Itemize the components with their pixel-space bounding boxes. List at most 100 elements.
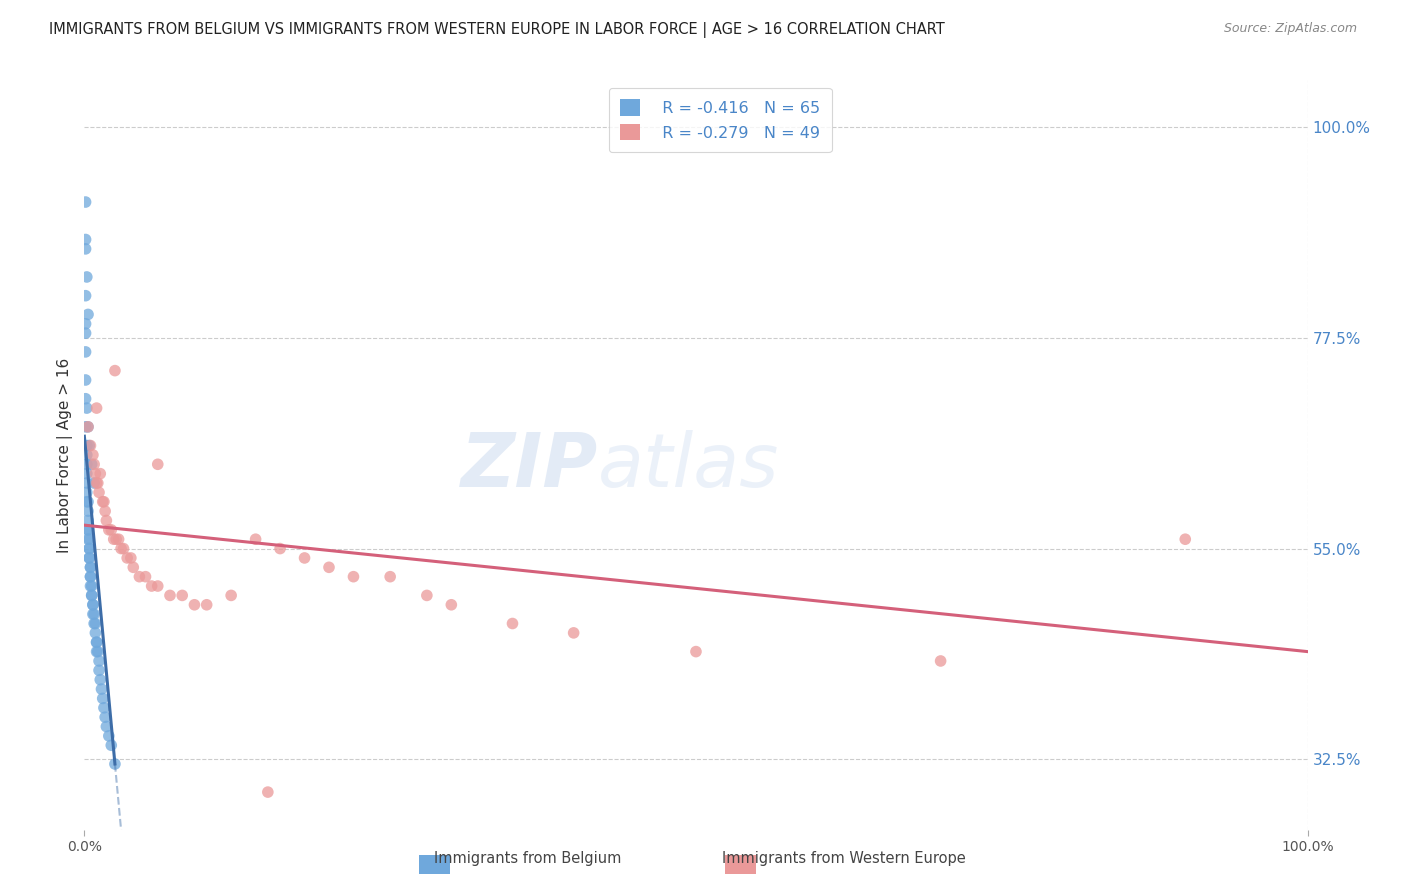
Point	[86, 476, 108, 491]
Point	[110, 541, 132, 556]
Point	[96, 719, 118, 733]
Point	[146, 457, 169, 471]
Point	[87, 476, 110, 491]
Point	[128, 570, 150, 584]
Text: IMMIGRANTS FROM BELGIUM VS IMMIGRANTS FROM WESTERN EUROPE IN LABOR FORCE | AGE >: IMMIGRANTS FROM BELGIUM VS IMMIGRANTS FR…	[49, 22, 945, 38]
Point	[245, 532, 267, 546]
Point	[269, 541, 291, 556]
Point	[122, 560, 145, 574]
Point	[83, 616, 105, 631]
Point	[80, 589, 103, 603]
Point	[77, 439, 100, 453]
Point	[105, 532, 128, 546]
Text: Immigrants from Western Europe: Immigrants from Western Europe	[721, 852, 966, 866]
Point	[141, 579, 163, 593]
Point	[77, 307, 100, 321]
Point	[77, 550, 100, 566]
Point	[86, 635, 108, 649]
Point	[77, 504, 100, 518]
Point	[380, 570, 402, 584]
Point	[135, 570, 157, 584]
Point	[76, 401, 98, 416]
Text: atlas: atlas	[598, 430, 779, 502]
Text: ZIP: ZIP	[461, 430, 598, 503]
Point	[77, 419, 100, 434]
Point	[77, 532, 100, 546]
Point	[79, 570, 101, 584]
Point	[79, 560, 101, 574]
Point	[90, 681, 112, 696]
Point	[100, 523, 122, 537]
Point	[75, 242, 97, 256]
Point	[183, 598, 205, 612]
Point	[82, 448, 104, 462]
Point	[77, 532, 100, 546]
Point	[159, 589, 181, 603]
Point	[93, 701, 115, 715]
Point	[172, 589, 194, 603]
Point	[84, 626, 107, 640]
Point	[107, 532, 129, 546]
Point	[115, 550, 138, 566]
Point	[87, 644, 110, 658]
Point	[104, 756, 127, 771]
Point	[82, 607, 104, 622]
Point	[75, 317, 97, 331]
Point	[91, 691, 114, 706]
Point	[562, 626, 585, 640]
Point	[929, 654, 952, 668]
Point	[77, 514, 100, 528]
Point	[76, 467, 98, 481]
Point	[87, 664, 110, 678]
Point	[80, 579, 103, 593]
Point	[75, 326, 97, 341]
Point	[318, 560, 340, 574]
Point	[76, 485, 98, 500]
Point	[79, 579, 101, 593]
Point	[75, 419, 97, 434]
Point	[82, 598, 104, 612]
Point	[89, 673, 111, 687]
Point	[219, 589, 242, 603]
Point	[83, 607, 105, 622]
Point	[120, 550, 142, 566]
Point	[87, 654, 110, 668]
Point	[94, 710, 117, 724]
Point	[96, 514, 118, 528]
Point	[83, 476, 105, 491]
Point	[77, 494, 100, 508]
Point	[79, 439, 101, 453]
Point	[82, 598, 104, 612]
Point	[77, 541, 100, 556]
Point	[84, 467, 107, 481]
Point	[77, 419, 100, 434]
Point	[83, 457, 105, 471]
Point	[76, 269, 98, 284]
Point	[75, 232, 97, 246]
Point	[79, 560, 101, 574]
Point	[76, 494, 98, 508]
Point	[86, 635, 108, 649]
Point	[195, 598, 218, 612]
Point	[416, 589, 439, 603]
Point	[75, 373, 97, 387]
Point	[77, 523, 100, 537]
Text: Source: ZipAtlas.com: Source: ZipAtlas.com	[1223, 22, 1357, 36]
Point	[91, 494, 114, 508]
Text: Immigrants from Belgium: Immigrants from Belgium	[433, 852, 621, 866]
Point	[294, 550, 316, 566]
Point	[76, 457, 98, 471]
Point	[80, 589, 103, 603]
Point	[76, 476, 98, 491]
Point	[89, 467, 111, 481]
Point	[100, 739, 122, 753]
Point	[80, 457, 103, 471]
Point	[685, 644, 707, 658]
Point	[75, 289, 97, 303]
Point	[86, 401, 108, 416]
Point	[75, 392, 97, 406]
Point	[146, 579, 169, 593]
Point	[112, 541, 135, 556]
Point	[76, 448, 98, 462]
Point	[97, 523, 120, 537]
